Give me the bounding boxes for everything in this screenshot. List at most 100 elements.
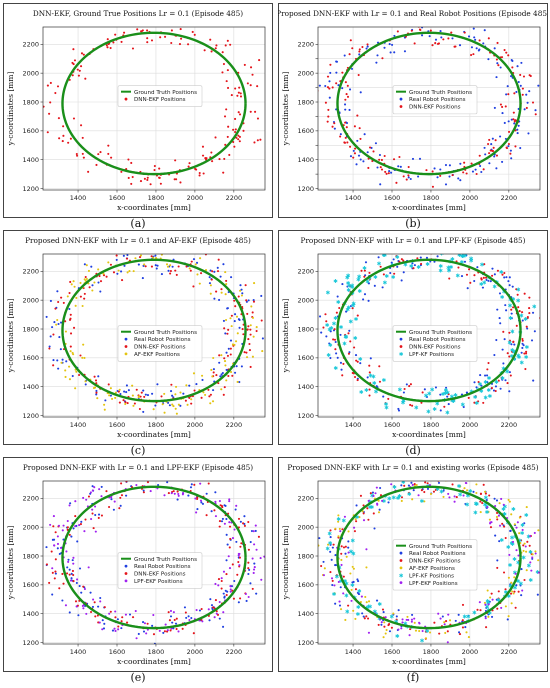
data-point <box>222 570 226 573</box>
x-tick-label: 1800 <box>148 194 165 202</box>
data-point <box>447 613 450 616</box>
data-point <box>72 280 75 283</box>
data-point <box>253 282 256 285</box>
data-point <box>100 495 103 498</box>
data-point: ✱ <box>384 273 389 280</box>
data-point <box>174 622 178 625</box>
data-point <box>476 266 479 269</box>
data-point <box>211 606 215 609</box>
data-point <box>113 500 116 503</box>
data-point <box>66 566 69 569</box>
data-point <box>335 352 338 355</box>
data-point <box>164 623 167 626</box>
data-point <box>224 332 227 335</box>
data-point <box>508 390 511 393</box>
data-point <box>72 527 75 530</box>
legend-swatch <box>124 579 128 583</box>
data-point <box>512 592 515 595</box>
data-point <box>236 94 239 97</box>
x-tick-label: 1400 <box>70 648 87 656</box>
data-point <box>68 291 71 295</box>
data-point <box>163 392 166 395</box>
data-point <box>130 161 133 165</box>
data-point: ✱ <box>346 273 351 280</box>
data-point <box>222 63 225 66</box>
data-point <box>431 170 434 173</box>
data-point <box>107 261 110 264</box>
data-point <box>368 371 371 374</box>
data-point <box>497 590 500 593</box>
data-point <box>439 174 442 177</box>
data-point <box>255 329 258 333</box>
data-point <box>99 596 102 600</box>
data-point: ✱ <box>368 504 373 511</box>
data-point <box>238 318 241 322</box>
data-point <box>377 511 381 514</box>
data-point <box>459 179 462 182</box>
chart-title: Proposed DNN-EKF with Lr = 0.1 and LPF-K… <box>301 236 526 245</box>
data-point <box>346 141 349 144</box>
x-tick-label: 1800 <box>423 421 440 429</box>
data-point <box>174 269 177 272</box>
data-point <box>72 117 76 120</box>
data-point: ✱ <box>326 352 331 359</box>
data-point <box>218 499 221 503</box>
data-point <box>146 29 149 32</box>
data-point <box>482 276 485 279</box>
legend-swatch: ✱ <box>399 351 404 358</box>
data-point <box>57 322 60 326</box>
data-point <box>451 483 454 486</box>
data-point <box>413 621 416 624</box>
data-point: ✱ <box>368 604 373 611</box>
data-point <box>327 108 330 111</box>
data-point <box>521 311 524 314</box>
data-point <box>334 602 337 605</box>
data-point <box>220 579 223 583</box>
data-point <box>109 394 112 397</box>
data-point: ✱ <box>365 278 370 285</box>
data-point <box>392 158 396 161</box>
data-point <box>85 612 88 615</box>
data-point <box>344 81 347 84</box>
legend-box <box>117 325 203 362</box>
data-point <box>59 348 62 351</box>
ground-truth-curve <box>336 258 522 403</box>
data-point <box>516 128 519 131</box>
data-point <box>85 277 88 281</box>
data-point <box>252 335 255 338</box>
data-point <box>344 618 347 621</box>
data-point <box>511 350 514 353</box>
data-point <box>497 597 500 600</box>
data-point <box>210 151 213 154</box>
data-point <box>328 80 331 83</box>
data-point <box>234 305 237 308</box>
data-point <box>464 502 467 505</box>
data-point <box>457 266 460 269</box>
data-point <box>140 30 143 33</box>
data-point <box>349 340 352 343</box>
data-point <box>358 516 361 519</box>
data-point <box>91 489 94 492</box>
data-point <box>65 360 68 363</box>
data-point <box>81 304 84 308</box>
data-point <box>470 53 473 57</box>
data-point <box>192 258 196 261</box>
data-point <box>395 615 398 618</box>
data-point: ✱ <box>482 280 487 287</box>
data-point <box>84 77 87 80</box>
data-point: ✱ <box>487 375 492 382</box>
data-point <box>506 352 509 355</box>
data-layer: ✱✱✱✱✱✱✱✱✱✱✱✱✱✱✱✱✱✱✱✱✱✱✱✱✱✱✱✱✱✱✱✱✱✱✱✱✱✱✱✱… <box>319 254 540 416</box>
data-point <box>235 365 238 368</box>
data-point <box>432 490 435 493</box>
data-point <box>405 618 408 621</box>
data-point <box>521 589 524 592</box>
data-point <box>120 482 123 485</box>
data-point <box>436 176 439 179</box>
data-point <box>372 512 375 515</box>
data-point <box>395 255 398 258</box>
data-point <box>479 511 482 514</box>
data-point <box>115 258 118 261</box>
data-point <box>445 386 448 389</box>
scatter-chart-f: Proposed DNN-EKF with Lr = 0.1 and exist… <box>278 457 548 672</box>
